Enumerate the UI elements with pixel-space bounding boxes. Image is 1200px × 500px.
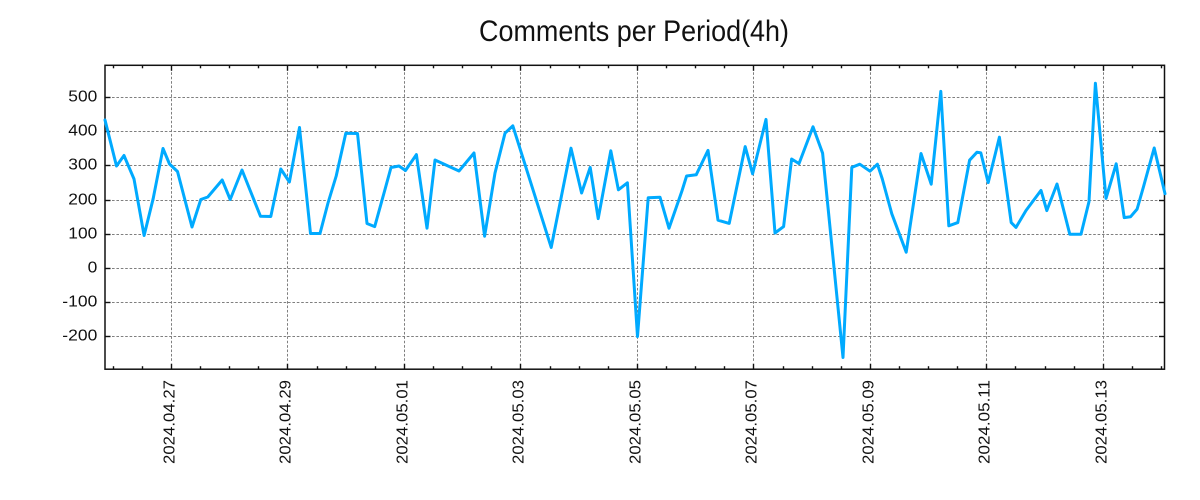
svg-text:Comments per Period(4h): Comments per Period(4h)	[479, 15, 789, 48]
svg-text:-100: -100	[62, 293, 97, 310]
svg-text:2024.04.27: 2024.04.27	[161, 380, 178, 464]
svg-text:500: 500	[68, 88, 97, 105]
svg-text:400: 400	[68, 122, 97, 139]
svg-text:100: 100	[68, 225, 97, 242]
svg-text:2024.05.01: 2024.05.01	[394, 380, 411, 464]
svg-text:0: 0	[88, 259, 98, 276]
svg-text:2024.05.13: 2024.05.13	[1093, 380, 1110, 464]
svg-text:2024.05.11: 2024.05.11	[976, 380, 993, 464]
svg-text:2024.05.09: 2024.05.09	[860, 380, 877, 464]
svg-text:2024.05.07: 2024.05.07	[743, 380, 760, 464]
svg-text:200: 200	[68, 191, 97, 208]
svg-text:2024.05.05: 2024.05.05	[627, 380, 644, 464]
svg-text:2024.05.03: 2024.05.03	[510, 380, 527, 464]
svg-text:-200: -200	[62, 327, 97, 344]
svg-text:300: 300	[68, 156, 97, 173]
svg-text:2024.04.29: 2024.04.29	[277, 380, 294, 464]
